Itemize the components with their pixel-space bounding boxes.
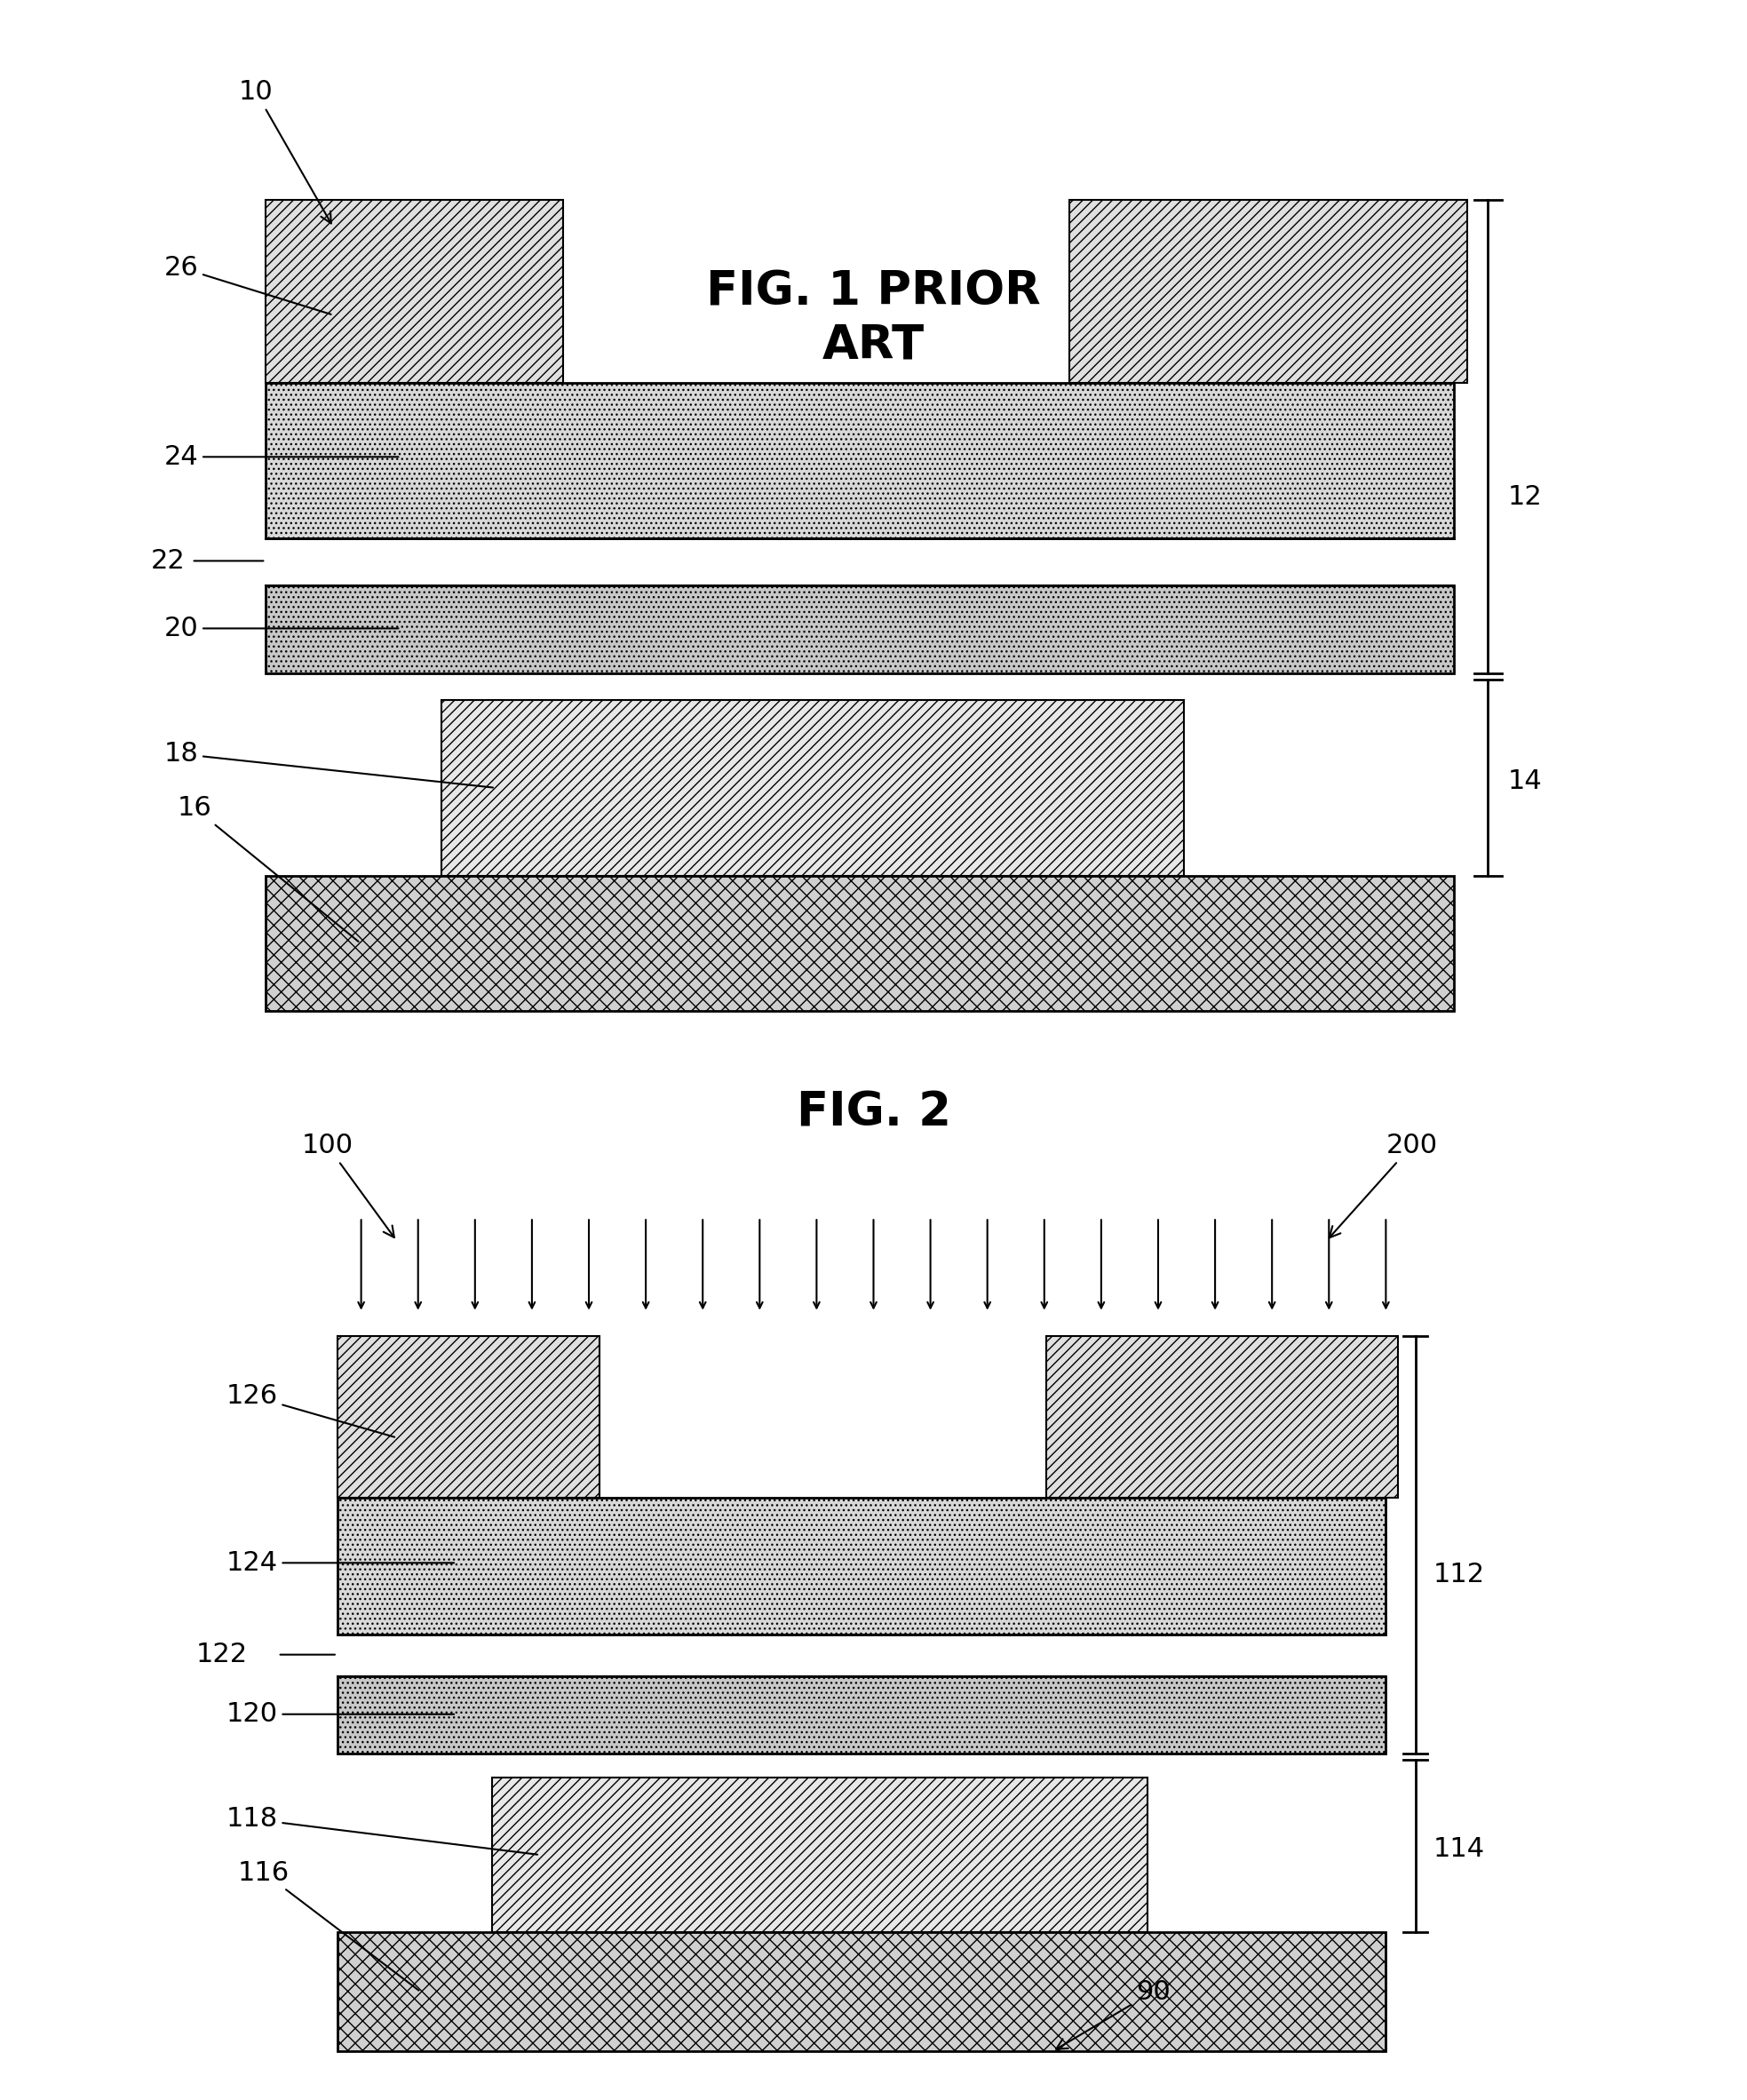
Text: 116: 116 [238, 1861, 419, 1991]
Bar [266, 586, 1454, 672]
Bar [337, 1336, 599, 1497]
Text: 20: 20 [164, 615, 398, 640]
Text: FIG. 2: FIG. 2 [797, 1090, 950, 1136]
Bar [337, 1676, 1385, 1754]
Text: 114: 114 [1434, 1835, 1485, 1863]
Text: 100: 100 [302, 1132, 395, 1237]
Bar [337, 1932, 1385, 2052]
Bar [266, 876, 1454, 1010]
Text: 12: 12 [1508, 485, 1543, 510]
Bar [266, 382, 1454, 538]
Bar [1069, 200, 1467, 382]
Text: 10: 10 [239, 80, 332, 223]
Text: 200: 200 [1329, 1132, 1438, 1237]
Text: 24: 24 [164, 443, 398, 470]
Text: 26: 26 [164, 254, 330, 315]
Text: 124: 124 [225, 1550, 454, 1575]
Text: 16: 16 [178, 796, 358, 941]
Text: 14: 14 [1508, 769, 1543, 794]
Bar [337, 1497, 1385, 1634]
Text: 122: 122 [196, 1642, 248, 1667]
Text: 22: 22 [150, 548, 185, 573]
Text: 90: 90 [1057, 1978, 1170, 2050]
Text: 126: 126 [225, 1384, 395, 1436]
Text: 18: 18 [164, 741, 493, 788]
Text: 120: 120 [225, 1701, 454, 1726]
Bar [442, 699, 1184, 876]
Text: 118: 118 [225, 1806, 538, 1854]
Bar [493, 1777, 1148, 1932]
Bar [1046, 1336, 1398, 1497]
Text: 112: 112 [1434, 1562, 1485, 1588]
Text: FIG. 1 PRIOR
ART: FIG. 1 PRIOR ART [706, 269, 1041, 367]
Bar [266, 200, 563, 382]
